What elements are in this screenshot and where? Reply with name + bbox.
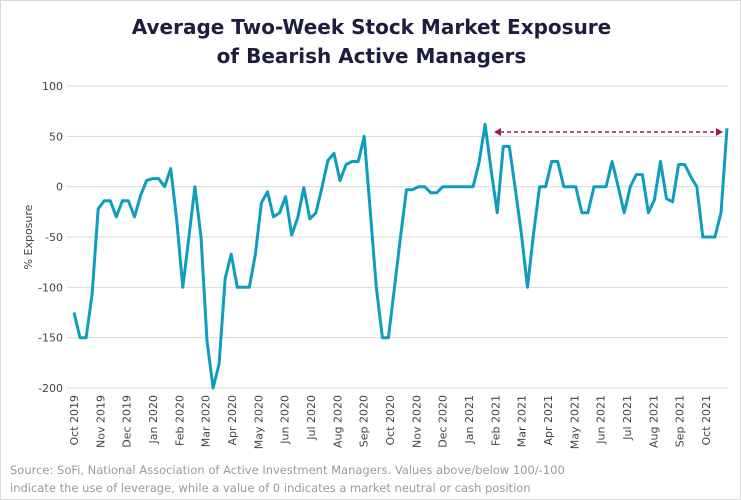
y-tick-label: -200 <box>38 382 63 395</box>
chart-title-line-1: Average Two-Week Stock Market Exposure <box>131 15 612 39</box>
y-tick-label: 100 <box>42 80 63 93</box>
arrow-head-left-icon <box>494 128 501 136</box>
x-tick-label: Apr 2021 <box>542 395 555 446</box>
x-tick-label: Jan 2021 <box>463 395 476 444</box>
x-tick-label: May 2020 <box>252 395 265 449</box>
x-tick-label: Dec 2019 <box>121 395 134 448</box>
x-tick-label: Feb 2020 <box>173 395 186 446</box>
x-tick-label: Oct 2019 <box>68 395 81 446</box>
y-axis-label: % Exposure <box>22 204 35 269</box>
x-tick-label: Jun 2020 <box>279 395 292 445</box>
x-tick-label: Dec 2020 <box>437 395 450 448</box>
x-tick-label: Sep 2020 <box>358 395 371 447</box>
annotation-arrow <box>494 128 723 136</box>
y-tick-label: 0 <box>56 181 63 194</box>
x-tick-label: Jun 2021 <box>595 395 608 445</box>
x-tick-label: Sep 2021 <box>674 395 687 447</box>
x-tick-label: Jul 2021 <box>621 395 634 441</box>
x-tick-label: May 2021 <box>568 395 581 449</box>
y-tick-label: -50 <box>45 231 63 244</box>
x-tick-label: Nov 2020 <box>410 395 423 448</box>
footer-source-line-2: indicate the use of leverage, while a va… <box>10 481 531 495</box>
series-line <box>72 122 729 390</box>
x-tick-label: Oct 2020 <box>384 395 397 446</box>
x-tick-label: Apr 2020 <box>226 395 239 446</box>
x-tick-label: Mar 2020 <box>200 395 213 447</box>
x-tick-label: Nov 2019 <box>94 395 107 448</box>
footer-source-line-1: Source: SoFi, National Association of Ac… <box>10 463 565 477</box>
x-tick-label: Jan 2020 <box>147 395 160 444</box>
x-tick-label: Mar 2021 <box>516 395 529 447</box>
x-tick-label: Aug 2020 <box>331 395 344 448</box>
chart-title-line-2: of Bearish Active Managers <box>216 44 527 68</box>
x-tick-label: Oct 2021 <box>700 395 713 446</box>
x-tick-label: Feb 2021 <box>489 395 502 446</box>
arrow-head-right-icon <box>716 128 723 136</box>
line-chart: 100 50 0 -50 -100 -150 -200 Oct 2019 Nov 2019 De… <box>22 80 729 449</box>
y-tick-label: -150 <box>38 332 63 345</box>
x-tick-label: Jul 2020 <box>305 395 318 441</box>
y-tick-label: 50 <box>49 130 63 143</box>
x-tick-label: Aug 2021 <box>647 395 660 448</box>
y-tick-label: -100 <box>38 281 63 294</box>
